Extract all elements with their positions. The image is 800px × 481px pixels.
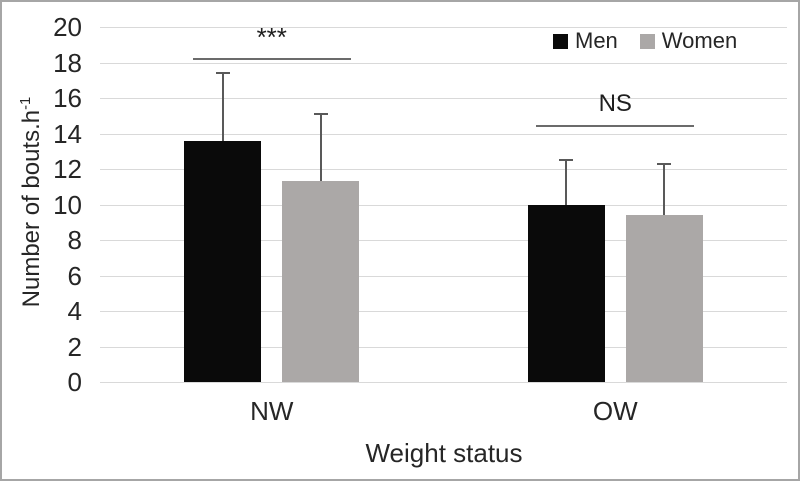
gridline-0 <box>100 382 787 383</box>
y-tick-label-20: 20 <box>53 12 82 42</box>
bar-OW-men <box>527 204 605 382</box>
y-tick-label-12: 12 <box>53 154 82 184</box>
significance-text-NW: *** <box>256 22 287 53</box>
y-tick-label-6: 6 <box>67 260 82 291</box>
gridline-8 <box>100 240 787 241</box>
error-bar-OW-women <box>663 163 666 216</box>
significance-line-OW <box>536 124 695 127</box>
y-tick-label-14: 14 <box>53 118 82 149</box>
error-cap-OW-men <box>559 159 574 162</box>
error-cap-OW-women <box>657 162 672 165</box>
error-bar-NW-women <box>319 113 322 182</box>
gridline-2 <box>100 346 787 348</box>
significance-line-NW <box>192 58 351 61</box>
gridline-20 <box>100 27 787 28</box>
y-tick-label-10: 10 <box>53 189 82 220</box>
error-bar-NW-men <box>221 73 224 141</box>
y-tick-label-0: 0 <box>67 367 82 397</box>
men-series-swatch <box>553 33 568 49</box>
chart-legend: Men Women <box>553 28 737 54</box>
women-series-swatch <box>639 33 655 49</box>
bar-NW-women <box>282 181 360 382</box>
legend-label-women: Women <box>661 28 738 53</box>
gridline-16 <box>100 98 787 99</box>
significance-text-OW: NS <box>598 89 632 117</box>
y-tick-label-4: 4 <box>67 296 82 326</box>
y-tick-label-2: 2 <box>67 331 82 362</box>
y-tick-label-16: 16 <box>53 83 82 113</box>
plot-area: *** NS <box>100 22 787 383</box>
x-axis-title: Weight status <box>365 438 523 468</box>
gridline-18 <box>100 62 787 64</box>
gridline-6 <box>100 275 787 277</box>
error-cap-NW-men <box>215 72 230 75</box>
gridline-14 <box>100 133 787 135</box>
x-category-NW: NW <box>250 396 294 426</box>
legend-item-men: Men <box>553 28 618 54</box>
x-category-OW: OW <box>592 396 638 426</box>
bar-NW-men <box>184 140 262 382</box>
y-tick-label-8: 8 <box>67 225 82 255</box>
error-bar-OW-men <box>565 160 568 205</box>
gridline-12 <box>100 169 787 170</box>
error-cap-NW-women <box>313 112 328 115</box>
legend-label-men: Men <box>575 28 618 53</box>
y-tick-label-18: 18 <box>53 47 82 78</box>
bar-OW-women <box>625 215 703 382</box>
gridline-10 <box>100 204 787 206</box>
gridline-4 <box>100 311 787 312</box>
legend-item-women: Women <box>639 28 738 54</box>
